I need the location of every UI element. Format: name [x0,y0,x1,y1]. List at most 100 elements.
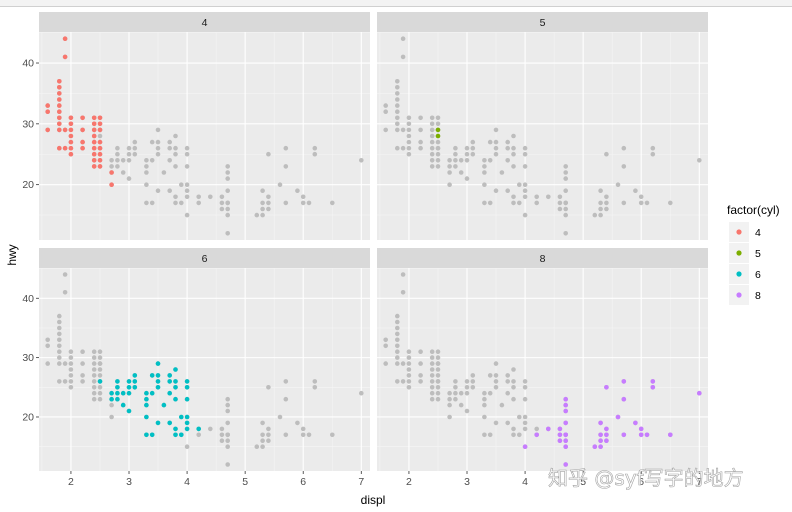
background-point [511,367,516,372]
data-point-cyl-8 [604,438,609,444]
data-point-cyl-4 [91,139,97,145]
background-point [395,355,400,360]
background-point [435,367,441,372]
background-point [406,121,412,127]
data-point-cyl-6 [109,390,114,396]
background-point [458,390,464,396]
data-point-cyl-4 [91,158,97,163]
background-point [511,396,516,402]
watermark-text: 知乎 @syf写字的地方 [548,466,744,490]
background-point [482,200,487,206]
data-point-cyl-4 [97,164,103,169]
background-point [522,414,528,420]
data-point-cyl-4 [97,127,103,133]
background-point [493,145,499,151]
background-point [400,290,406,295]
data-point-cyl-4 [57,127,62,133]
data-point-cyl-8 [563,438,568,444]
background-point [225,200,230,206]
background-point [266,432,271,438]
data-point-cyl-6 [167,373,172,378]
background-point [196,194,201,200]
background-point [312,151,318,157]
x-tick-label: 3 [126,476,132,488]
background-point [517,200,522,206]
data-point-cyl-6 [97,379,103,384]
background-point [604,200,609,206]
background-point [68,379,74,384]
background-point [493,420,499,426]
data-point-cyl-4 [68,121,74,127]
background-point [283,200,289,206]
data-point-cyl-6 [126,408,132,414]
background-point [505,390,511,396]
x-tick-label: 4 [522,476,528,488]
background-point [447,164,452,169]
background-point [493,373,499,378]
background-point [306,432,312,438]
data-point-cyl-6 [149,373,155,378]
background-point [225,402,230,408]
background-point [505,373,511,378]
y-tick-label: 40 [22,58,34,70]
background-point [453,385,458,390]
data-point-cyl-4 [62,36,68,41]
background-point [266,206,271,212]
background-point [563,212,568,218]
data-point-cyl-4 [80,145,85,151]
background-point [395,109,400,114]
background-point [395,103,400,108]
data-point-cyl-4 [45,103,50,108]
background-point [429,396,435,402]
facet-strip [39,12,370,32]
data-point-cyl-4 [91,133,97,139]
data-point-cyl-4 [97,145,103,151]
background-point [429,151,435,157]
background-point [132,145,138,151]
background-point [45,337,50,343]
background-point [482,414,487,420]
data-point-cyl-6 [109,396,114,402]
legend-key-point [736,229,742,235]
data-point-cyl-4 [62,127,68,133]
background-point [400,272,406,277]
background-point [418,379,423,384]
background-point [266,438,271,444]
background-point [435,379,441,384]
background-point [383,127,389,133]
background-point [418,361,423,366]
background-point [184,182,190,187]
background-point [534,200,539,206]
background-point [406,361,412,366]
data-point-cyl-6 [173,432,178,438]
background-point [359,158,364,163]
background-point [464,385,470,390]
background-point [435,151,441,157]
background-point [283,379,289,384]
background-point [406,349,412,355]
background-point [418,349,423,355]
background-point [487,158,493,163]
background-point [395,79,400,84]
background-point [144,200,149,206]
background-point [219,206,225,212]
background-point [97,396,103,402]
background-point [621,164,627,169]
background-point [383,337,389,343]
data-point-cyl-4 [57,85,62,90]
data-point-cyl-6 [173,385,178,390]
data-point-cyl-8 [557,438,563,444]
background-point [126,176,132,181]
data-point-cyl-8 [697,390,702,396]
background-point [57,319,62,325]
data-point-cyl-4 [68,145,74,151]
background-point [115,151,120,157]
background-point [563,164,568,169]
background-point [406,367,412,372]
data-point-cyl-4 [57,79,62,84]
data-point-cyl-6 [184,426,190,432]
data-point-cyl-4 [97,121,103,127]
background-point [429,349,435,355]
background-point [184,188,190,193]
background-point [144,182,149,187]
